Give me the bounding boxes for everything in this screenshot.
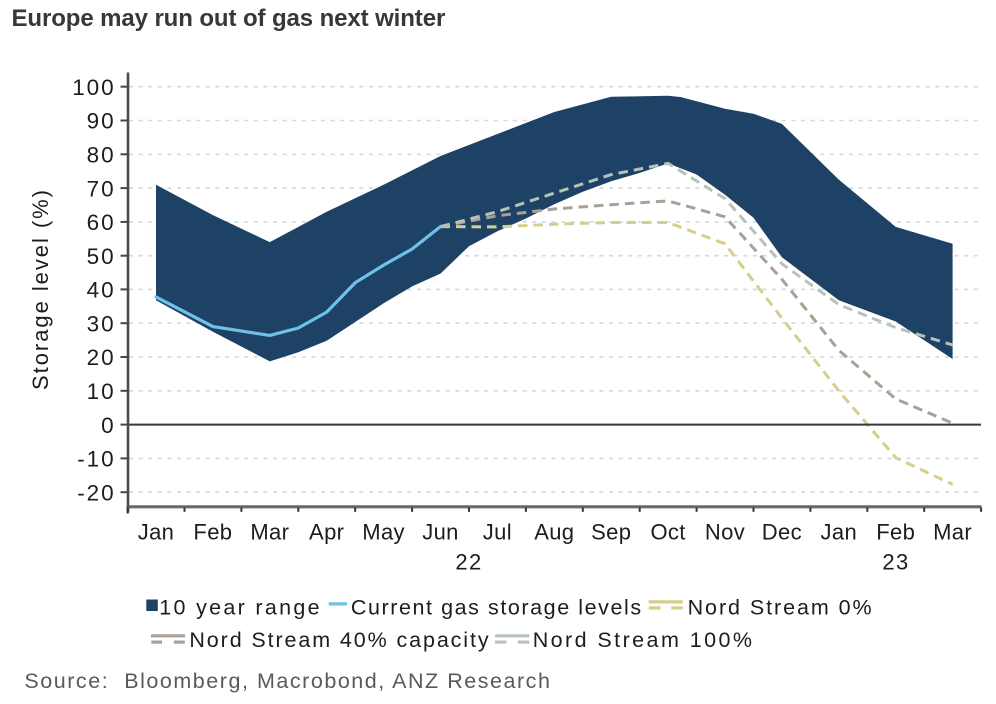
svg-text:80: 80 xyxy=(87,143,116,168)
svg-text:30: 30 xyxy=(87,311,116,336)
svg-text:Jun: Jun xyxy=(422,520,459,545)
svg-text:0: 0 xyxy=(101,413,115,438)
svg-text:50: 50 xyxy=(87,244,116,269)
svg-text:Nord Stream 40% capacity: Nord Stream 40% capacity xyxy=(189,628,490,652)
svg-text:Storage level (%): Storage level (%) xyxy=(28,188,53,390)
svg-text:Apr: Apr xyxy=(309,520,344,545)
svg-text:Aug: Aug xyxy=(534,520,574,545)
svg-text:90: 90 xyxy=(87,109,116,134)
svg-text:Mar: Mar xyxy=(250,520,289,545)
svg-text:20: 20 xyxy=(87,345,116,370)
svg-text:Source: Bloomberg, Macrobond,: Source: Bloomberg, Macrobond, ANZ Resear… xyxy=(24,669,551,693)
svg-text:10 year range: 10 year range xyxy=(159,595,322,619)
svg-text:70: 70 xyxy=(87,176,116,201)
svg-text:Feb: Feb xyxy=(193,520,232,545)
svg-text:Oct: Oct xyxy=(650,520,685,545)
svg-text:100: 100 xyxy=(72,75,115,100)
svg-text:Nord Stream 0%: Nord Stream 0% xyxy=(688,595,874,619)
svg-text:60: 60 xyxy=(87,210,116,235)
svg-text:May: May xyxy=(362,520,405,545)
svg-text:Jan: Jan xyxy=(138,520,175,545)
svg-text:23: 23 xyxy=(882,550,909,575)
svg-text:22: 22 xyxy=(455,550,482,575)
svg-text:Nord Stream 100%: Nord Stream 100% xyxy=(533,628,755,652)
svg-text:Jul: Jul xyxy=(483,520,512,545)
svg-text:-20: -20 xyxy=(77,480,115,505)
svg-text:10: 10 xyxy=(87,379,116,404)
svg-text:Nov: Nov xyxy=(705,520,745,545)
svg-text:Sep: Sep xyxy=(591,520,631,545)
svg-text:Current gas storage levels: Current gas storage levels xyxy=(351,595,643,619)
svg-text:Mar: Mar xyxy=(933,520,972,545)
svg-text:Feb: Feb xyxy=(876,520,915,545)
svg-text:Jan: Jan xyxy=(821,520,858,545)
svg-text:-10: -10 xyxy=(77,447,115,472)
svg-text:40: 40 xyxy=(87,278,116,303)
svg-text:Dec: Dec xyxy=(762,520,802,545)
